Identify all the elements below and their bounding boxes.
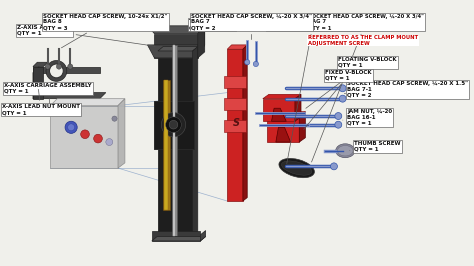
Text: TORCH MOUNT CLAMP STRAP
QTY = 1: TORCH MOUNT CLAMP STRAP QTY = 1 xyxy=(267,19,358,164)
Text: THUMB SCREW
QTY = 1: THUMB SCREW QTY = 1 xyxy=(350,141,401,152)
Circle shape xyxy=(68,64,73,69)
Text: REFERRED TO AS THE CLAMP MOUNT
ADJUSTMENT SCREW: REFERRED TO AS THE CLAMP MOUNT ADJUSTMEN… xyxy=(308,35,418,46)
Circle shape xyxy=(335,113,342,119)
Text: TORCH MOUNT
QTY = 1: TORCH MOUNT QTY = 1 xyxy=(178,19,235,30)
Bar xyxy=(227,49,243,201)
Polygon shape xyxy=(299,112,305,142)
Bar xyxy=(224,98,246,110)
Circle shape xyxy=(81,130,89,139)
Polygon shape xyxy=(152,237,206,241)
Text: X-AXIS CARRIAGE ASSEMBLY
QTY = 1: X-AXIS CARRIAGE ASSEMBLY QTY = 1 xyxy=(4,83,92,107)
Polygon shape xyxy=(33,93,106,99)
Text: SOCKET HEAD CAP SCREW, 10-24x X1/2"
BAG 8
QTY = 3: SOCKET HEAD CAP SCREW, 10-24x X1/2" BAG … xyxy=(44,14,168,48)
Text: FIXED V-BLOCK
QTY = 1: FIXED V-BLOCK QTY = 1 xyxy=(304,70,372,130)
Text: X-AXIS LEAD NUT MOUNT
QTY = 1: X-AXIS LEAD NUT MOUNT QTY = 1 xyxy=(2,89,80,115)
Polygon shape xyxy=(198,32,205,58)
Circle shape xyxy=(106,139,113,146)
Polygon shape xyxy=(50,99,125,106)
Text: FLOATING V-BLOCK
QTY = 1: FLOATING V-BLOCK QTY = 1 xyxy=(306,57,397,108)
Bar xyxy=(172,45,177,236)
Ellipse shape xyxy=(279,159,314,178)
Text: SOCKET HEAD CAP SCREW, ¼-20 X 1.5"
BAG 7-1
QTY = 2: SOCKET HEAD CAP SCREW, ¼-20 X 1.5" BAG 7… xyxy=(345,81,468,98)
Polygon shape xyxy=(201,231,206,241)
Bar xyxy=(173,45,175,236)
Polygon shape xyxy=(33,62,48,66)
Circle shape xyxy=(169,120,178,129)
Bar xyxy=(33,66,44,99)
Bar xyxy=(164,80,168,210)
Bar xyxy=(33,66,100,73)
Polygon shape xyxy=(192,47,198,238)
Polygon shape xyxy=(295,94,301,121)
Polygon shape xyxy=(267,112,305,116)
Circle shape xyxy=(112,116,117,121)
Circle shape xyxy=(339,95,346,102)
Polygon shape xyxy=(33,66,39,99)
Polygon shape xyxy=(227,45,247,49)
Bar xyxy=(50,106,118,168)
Circle shape xyxy=(49,64,64,78)
Bar xyxy=(267,116,299,142)
Polygon shape xyxy=(276,127,291,142)
Circle shape xyxy=(56,64,62,69)
Polygon shape xyxy=(147,26,205,34)
Bar xyxy=(152,231,201,241)
Circle shape xyxy=(166,117,181,132)
Circle shape xyxy=(339,85,346,92)
Polygon shape xyxy=(243,45,247,201)
Ellipse shape xyxy=(282,161,312,175)
Bar xyxy=(163,80,170,210)
Text: SOCKET HEAD CAP SCREW, ¼-20 X 3/4"
BAG 7
QTY = 1: SOCKET HEAD CAP SCREW, ¼-20 X 3/4" BAG 7… xyxy=(308,14,424,162)
Text: Z-AXIS ASSEMBLY
QTY = 1: Z-AXIS ASSEMBLY QTY = 1 xyxy=(18,25,155,46)
Text: S: S xyxy=(232,118,239,128)
Polygon shape xyxy=(118,99,125,168)
Circle shape xyxy=(68,124,74,131)
Polygon shape xyxy=(158,47,198,51)
Bar xyxy=(155,101,194,149)
Circle shape xyxy=(330,163,337,170)
Bar xyxy=(155,34,198,58)
Circle shape xyxy=(335,121,342,128)
Bar xyxy=(263,99,295,121)
Circle shape xyxy=(45,64,50,69)
Bar xyxy=(155,101,194,149)
Circle shape xyxy=(94,134,102,143)
Circle shape xyxy=(46,61,67,81)
Circle shape xyxy=(65,121,77,133)
Bar xyxy=(158,51,192,238)
Polygon shape xyxy=(263,94,301,99)
Text: SOCKET HEAD CAP SCREW, ¼-20 X 3/4"
BAG 7
QTY = 2: SOCKET HEAD CAP SCREW, ¼-20 X 3/4" BAG 7… xyxy=(191,14,312,40)
Polygon shape xyxy=(272,108,286,121)
Ellipse shape xyxy=(336,144,355,158)
Text: JAM NUT, ¼-20
BAG 16-1
QTY = 1: JAM NUT, ¼-20 BAG 16-1 QTY = 1 xyxy=(343,109,392,126)
Polygon shape xyxy=(198,26,205,58)
Circle shape xyxy=(253,61,258,66)
Bar xyxy=(224,119,246,132)
Polygon shape xyxy=(147,45,205,58)
Bar xyxy=(224,76,246,88)
Ellipse shape xyxy=(337,146,353,156)
Circle shape xyxy=(245,60,250,65)
Circle shape xyxy=(161,113,186,137)
